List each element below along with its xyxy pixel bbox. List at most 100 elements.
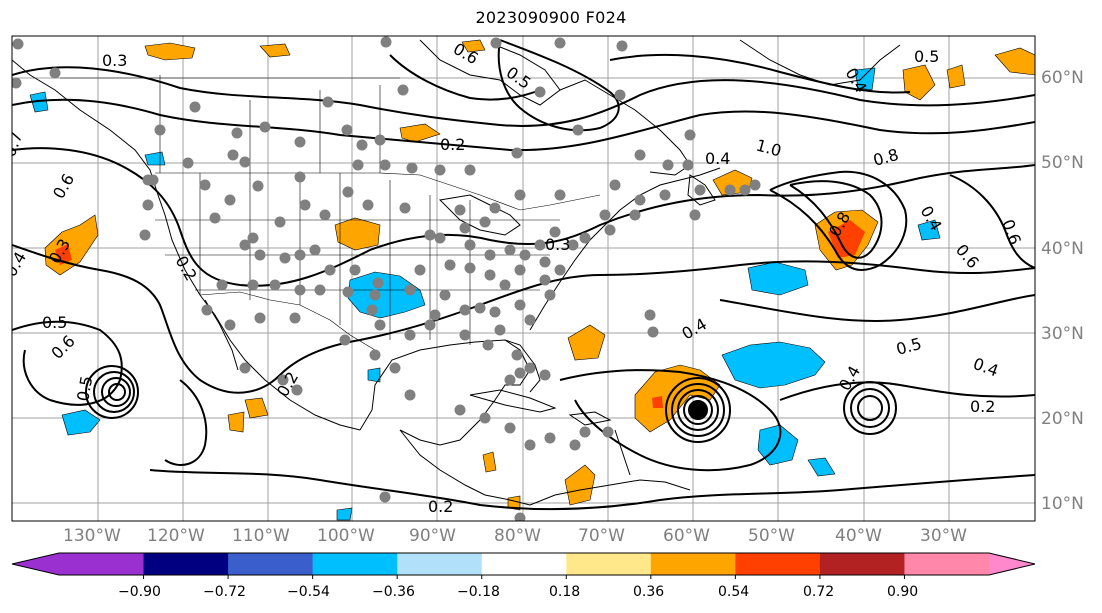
observation-marker bbox=[279, 252, 291, 264]
observation-marker bbox=[459, 304, 471, 316]
observation-marker bbox=[227, 149, 239, 161]
anomaly-patch bbox=[946, 64, 966, 89]
contour-ring bbox=[671, 383, 725, 437]
observation-marker bbox=[231, 127, 243, 139]
contour-label: 0.3 bbox=[102, 51, 127, 70]
observation-marker bbox=[539, 256, 551, 268]
observation-marker bbox=[539, 369, 551, 381]
observation-marker bbox=[259, 121, 271, 133]
observation-marker bbox=[294, 136, 306, 148]
observation-marker bbox=[689, 209, 701, 221]
anomaly-patch bbox=[244, 397, 269, 419]
chart-title: 2023090900 F024 bbox=[475, 8, 627, 27]
observation-marker bbox=[614, 89, 626, 101]
observation-marker bbox=[511, 349, 523, 361]
anomaly-patch bbox=[461, 39, 486, 53]
contour-line bbox=[12, 147, 1035, 287]
colorbar-tick-label: −0.18 bbox=[457, 584, 500, 600]
observation-marker bbox=[216, 279, 228, 291]
map-frame bbox=[11, 35, 1036, 522]
observation-marker bbox=[724, 184, 736, 196]
contour-label: 0.4 bbox=[705, 149, 730, 168]
lon-label: 100°W bbox=[317, 526, 375, 546]
anomaly-patch bbox=[399, 123, 441, 143]
colorbar-tick-label: 0.54 bbox=[718, 584, 750, 600]
observation-marker bbox=[634, 194, 646, 206]
observation-marker bbox=[406, 162, 418, 174]
anomaly-patch bbox=[917, 219, 941, 241]
contour-ring bbox=[108, 383, 126, 401]
lat-label: 60°N bbox=[1041, 68, 1084, 88]
colorbar-tick-label: 0.90 bbox=[887, 584, 919, 600]
coastline-hudson-bay bbox=[419, 39, 561, 106]
observation-marker bbox=[439, 289, 451, 301]
observation-marker bbox=[399, 202, 411, 214]
lon-label: 40°W bbox=[835, 526, 882, 546]
observation-marker bbox=[314, 284, 326, 296]
contour-line bbox=[12, 66, 1035, 127]
contour-line bbox=[779, 381, 1035, 401]
observation-marker bbox=[309, 244, 321, 256]
lon-label: 120°W bbox=[147, 526, 205, 546]
observation-marker bbox=[524, 439, 536, 451]
observation-marker bbox=[142, 199, 154, 211]
observation-marker bbox=[644, 309, 656, 321]
observation-marker bbox=[434, 164, 446, 176]
observation-marker bbox=[342, 186, 354, 198]
lat-label: 10°N bbox=[1041, 494, 1084, 514]
colorbar-tick-label: 0.36 bbox=[633, 584, 665, 600]
observation-marker bbox=[12, 77, 22, 89]
observation-marker bbox=[352, 159, 364, 171]
anomaly-patch bbox=[482, 451, 497, 473]
observation-marker bbox=[356, 139, 368, 151]
observation-marker bbox=[319, 209, 331, 221]
observation-marker bbox=[489, 306, 501, 318]
contour-line bbox=[497, 39, 620, 132]
observation-marker bbox=[339, 334, 351, 346]
observation-marker bbox=[369, 349, 381, 361]
observation-marker bbox=[749, 179, 761, 191]
observation-marker bbox=[322, 96, 334, 108]
observation-marker bbox=[397, 84, 409, 96]
anomaly-patch bbox=[902, 64, 936, 101]
observation-marker bbox=[484, 269, 496, 281]
observation-marker bbox=[379, 159, 391, 171]
anomaly-patch bbox=[854, 67, 876, 91]
observation-marker bbox=[514, 512, 526, 521]
anomaly-patch bbox=[807, 457, 836, 477]
observation-marker bbox=[659, 189, 671, 201]
coastline-cuba bbox=[469, 389, 557, 413]
observation-marker bbox=[511, 147, 523, 159]
lon-label: 60°W bbox=[663, 526, 710, 546]
observation-marker bbox=[504, 244, 516, 256]
observation-marker bbox=[380, 36, 392, 48]
contour-ring bbox=[665, 377, 731, 443]
observation-marker bbox=[209, 212, 221, 224]
observation-markers bbox=[12, 36, 761, 521]
observation-marker bbox=[182, 157, 194, 169]
observation-marker bbox=[524, 362, 536, 374]
colorbar-tick-label: −0.54 bbox=[287, 584, 330, 600]
coastline-central-america bbox=[399, 429, 531, 506]
lat-label: 30°N bbox=[1041, 324, 1084, 344]
observation-marker bbox=[739, 184, 751, 196]
lat-label: 40°N bbox=[1041, 239, 1084, 259]
observation-marker bbox=[294, 249, 306, 261]
observation-marker bbox=[274, 216, 286, 228]
observation-marker bbox=[489, 202, 501, 214]
observation-marker bbox=[342, 286, 354, 298]
observation-marker bbox=[519, 249, 531, 261]
contour-label: 0.3 bbox=[545, 235, 570, 254]
anomaly-patch bbox=[828, 220, 865, 258]
observation-marker bbox=[454, 404, 466, 416]
anomaly-patch bbox=[652, 396, 663, 408]
contour-line bbox=[12, 244, 1035, 394]
observation-marker bbox=[534, 239, 546, 251]
lon-label: 130°W bbox=[63, 526, 121, 546]
border-us-canada bbox=[155, 172, 601, 211]
anomaly-patch bbox=[994, 47, 1035, 76]
observation-marker bbox=[629, 209, 641, 221]
anomaly-patch bbox=[721, 341, 826, 389]
observation-marker bbox=[444, 259, 456, 271]
